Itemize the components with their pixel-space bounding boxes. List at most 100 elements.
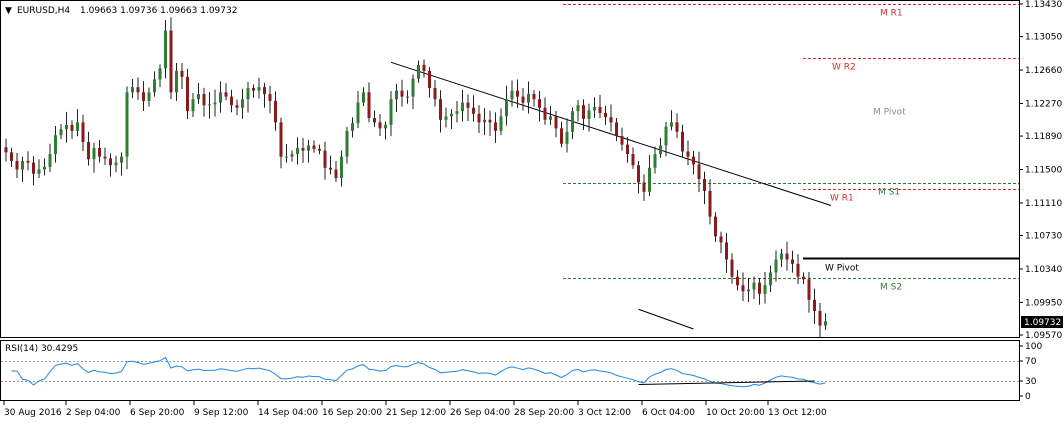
pivot-label: M S2 [880,283,902,293]
bear-candle-body [818,310,822,326]
candle [26,151,30,171]
bull-candle-body [648,167,651,192]
candle [609,104,613,132]
candle [681,124,684,158]
bear-candle-body [312,145,316,149]
candle [565,118,569,153]
rsi-trendline[interactable] [638,380,815,385]
ohlc-readout: 1.09663 1.09736 1.09663 1.09732 [80,6,237,16]
time-tick-label: 13 Oct 12:00 [768,408,827,418]
candle [620,127,624,151]
pivot-label: W R1 [830,194,854,204]
candle [191,93,195,118]
candle [472,95,475,122]
candle [312,140,316,153]
candle [494,112,497,143]
bull-candle-body [307,145,310,151]
bull-candle-body [461,102,464,112]
bear-candle-body [136,87,140,93]
bull-candle-body [417,64,420,79]
trendline[interactable] [638,308,694,330]
candle [318,144,321,155]
bull-candle-body [780,253,783,260]
candle [406,90,409,104]
candle [785,241,789,271]
symbol-menu-marker[interactable]: ▼ [5,6,12,16]
bear-candle-body [472,107,475,114]
bear-candle-body [758,282,761,294]
price-tick-label: 1.11110 [1025,199,1062,209]
pivot-level: M Pivot [873,108,906,118]
time-tick-label: 14 Sep 04:00 [258,408,318,418]
bull-candle-body [653,154,657,168]
candle [307,139,310,163]
bear-candle-body [598,106,602,113]
bear-candle-body [466,102,470,108]
rsi-axis: 100 70 30 0 [1019,342,1042,402]
bull-candle-body [670,122,673,127]
candle [175,62,178,101]
bear-candle-body [422,64,426,71]
candle [400,79,404,107]
bear-candle-body [98,148,101,157]
trendline[interactable] [390,61,832,206]
bear-candle-body [433,88,437,100]
bull-candle-body [411,78,415,97]
bear-candle-body [103,156,107,159]
bear-candle-body [532,94,536,100]
candle [147,87,151,107]
candle [142,81,145,112]
rsi-tick-label: 70 [1025,357,1037,367]
price-tick-label: 1.11500 [1025,166,1062,176]
bear-candle-body [692,156,695,165]
bear-candle-body [180,70,184,77]
candle [235,99,239,116]
bear-candle-body [334,169,338,179]
candle [604,105,607,125]
bull-candle-body [659,145,662,155]
bear-candle-body [631,154,635,166]
bear-candle-body [582,105,585,119]
bear-candle-body [516,90,519,97]
candle [769,265,772,293]
candle [43,158,46,176]
bear-candle-body [554,116,558,129]
bear-candle-body [813,299,816,311]
bull-candle-body [43,166,46,170]
candle [791,250,794,273]
bear-candle-body [538,99,541,108]
candle [384,121,387,140]
candle [92,142,96,173]
bull-candle-body [483,119,486,123]
candle [131,78,134,99]
candle [466,94,470,122]
candle [719,231,723,254]
pivot-label: M S1 [878,188,900,198]
candle [296,137,299,165]
candle [664,121,668,157]
candle [224,83,228,101]
bear-candle-body [791,259,794,264]
time-tick-label: 9 Sep 12:00 [194,408,249,418]
bull-candle-body [290,154,294,157]
candle [48,143,52,172]
bear-candle-body [87,142,90,160]
price-tick-label: 1.10730 [1025,232,1062,242]
bear-candle-body [719,236,723,243]
bull-candle-body [296,148,299,155]
bull-candle-body [114,162,118,166]
candle [543,97,547,125]
bear-candle-body [807,279,811,300]
candle [345,126,349,164]
candle [65,111,68,143]
candle [521,88,525,111]
candle [659,138,662,158]
bear-candle-body [26,160,30,163]
pivot-label: W R2 [832,63,856,73]
candle [246,81,250,113]
bull-candle-body [549,116,552,120]
candle [241,88,244,119]
candle [593,97,596,118]
time-tick-label: 6 Oct 04:00 [642,408,695,418]
